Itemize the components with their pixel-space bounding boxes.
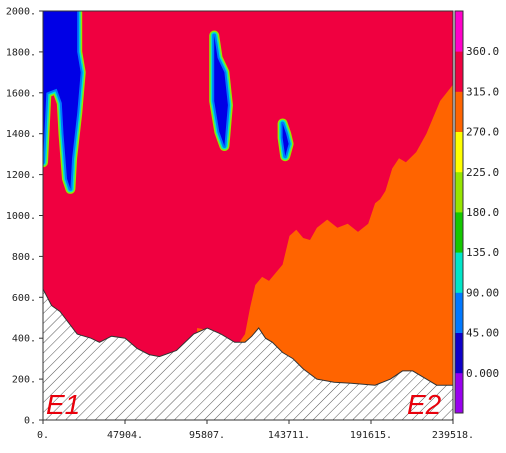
- colorbar-band: [455, 171, 463, 213]
- y-tick-label: 800.: [12, 252, 36, 263]
- marker-e2: E2: [407, 389, 442, 420]
- colorbar-band: [455, 252, 463, 293]
- colorbar-label: 180.0: [466, 206, 499, 219]
- colorbar-band: [455, 212, 463, 253]
- colorbar-band: [455, 131, 463, 173]
- colorbar-label: 45.00: [466, 327, 499, 340]
- x-tick-label: 47904.: [107, 430, 143, 441]
- colorbar-band: [455, 372, 463, 414]
- colorbar-band: [455, 11, 463, 52]
- colorbar-label: 360.0: [466, 45, 499, 58]
- y-tick-label: 1200.: [6, 170, 36, 181]
- y-tick-label: 2000.: [6, 7, 36, 18]
- y-tick-label: 1400.: [6, 129, 36, 140]
- colorbar-band: [455, 91, 463, 132]
- core-1: [43, 11, 81, 189]
- terrain-outline: [43, 288, 453, 386]
- colorbar-label: 315.0: [466, 85, 499, 98]
- colorbar-label: 270.0: [466, 126, 499, 139]
- y-tick-label: 600.: [12, 293, 36, 304]
- colorbar-band: [455, 51, 463, 92]
- x-tick-label: 191615.: [350, 430, 392, 441]
- y-tick-label: 1600.: [6, 88, 36, 99]
- colorbar-label: 135.0: [466, 246, 499, 259]
- x-tick-label: 143711.: [268, 430, 310, 441]
- x-tick-label: 239518.: [432, 430, 474, 441]
- colorbar-label: 225.0: [466, 166, 499, 179]
- y-tick-label: 400.: [12, 334, 36, 345]
- colorbar-frame: [454, 10, 464, 414]
- x-tick-label: 95807.: [189, 430, 225, 441]
- marker-e1: E1: [46, 389, 80, 420]
- y-tick-label: 0.: [24, 416, 36, 427]
- colorbar-band: [455, 332, 463, 374]
- colorbar-label: 0.000: [466, 367, 499, 380]
- colorbar-band: [455, 292, 463, 333]
- core-2: [214, 35, 228, 146]
- colorbar-label: 90.00: [466, 286, 499, 299]
- y-tick-label: 1000.: [6, 211, 36, 222]
- x-tick-label: 0.: [37, 430, 49, 441]
- y-tick-label: 1800.: [6, 47, 36, 58]
- y-tick-label: 200.: [12, 375, 36, 386]
- core-3: [282, 123, 289, 157]
- terrain-hatch: [43, 289, 453, 420]
